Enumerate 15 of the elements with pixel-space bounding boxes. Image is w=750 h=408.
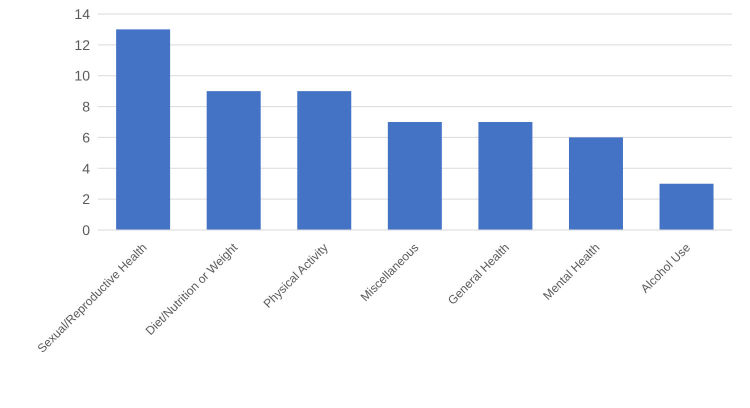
y-tick-label: 14 — [74, 6, 90, 22]
y-tick-label: 12 — [74, 36, 90, 53]
y-tick-label: 6 — [82, 129, 90, 146]
y-tick-label: 10 — [74, 68, 90, 84]
bar — [297, 91, 352, 230]
bar — [478, 122, 532, 230]
y-tick-label: 4 — [82, 160, 90, 176]
bar — [660, 184, 714, 230]
y-tick-label: 0 — [82, 222, 90, 238]
bar — [116, 29, 170, 230]
y-tick-label: 2 — [82, 191, 90, 208]
y-tick-label: 8 — [82, 98, 90, 115]
bar — [568, 137, 623, 230]
bar — [388, 122, 442, 230]
bar — [206, 91, 261, 230]
